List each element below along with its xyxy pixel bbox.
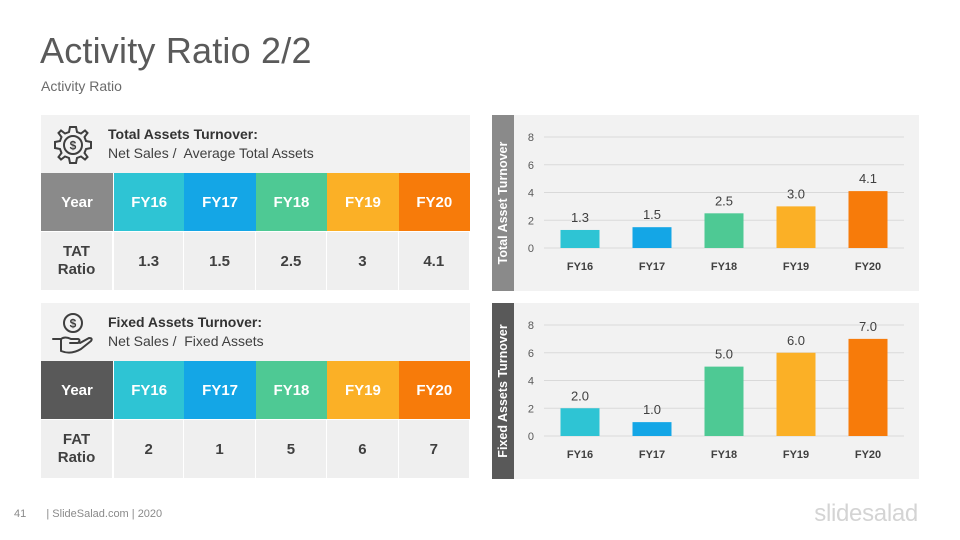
bar-fy19 (776, 352, 816, 436)
brand-logo: slidesalad (814, 500, 918, 527)
y-tick-label: 4 (528, 188, 534, 200)
bar-fy20 (848, 191, 888, 248)
fat-formula: Net Sales / Fixed Assets (108, 333, 264, 349)
bar-fy18 (704, 366, 744, 436)
tat-value-row: TAT Ratio 1.3 1.5 2.5 3 4.1 (41, 231, 470, 290)
x-tick-label: FY16 (567, 261, 593, 273)
fat-year-fy19: FY19 (327, 361, 399, 419)
data-label: 4.1 (859, 171, 877, 186)
bar-fy17 (632, 422, 672, 436)
x-tick-label: FY20 (855, 261, 881, 273)
data-label: 2.0 (571, 388, 589, 403)
fat-heading: Fixed Assets Turnover: (108, 314, 263, 330)
data-label: 1.5 (643, 207, 661, 222)
x-tick-label: FY18 (711, 261, 737, 273)
tat-chart-ylabel: Total Asset Turnover (496, 141, 510, 265)
bar-fy16 (560, 229, 600, 248)
fat-bar-chart: 0 2 4 6 8 2.0 FY16 1.0 FY17 5.0 FY18 6.0 FY19 7.0 FY20 (528, 319, 904, 461)
tat-year-fy16: FY16 (113, 173, 185, 231)
tat-chart-panel: Total Asset Turnover 0 2 4 6 8 1.3 FY16 1.5 FY17… (492, 115, 919, 291)
tat-year-fy18: FY18 (255, 173, 328, 231)
x-tick-label: FY19 (783, 261, 809, 273)
x-tick-label: FY17 (639, 261, 665, 273)
bar-fy16 (560, 408, 600, 436)
fat-value-fy16: 2 (113, 420, 185, 478)
data-label: 7.0 (859, 319, 877, 334)
bar-fy17 (632, 227, 672, 248)
slide-subtitle: Activity Ratio (41, 78, 122, 94)
tat-value-fy20: 4.1 (398, 232, 470, 290)
fat-year-header: Year (41, 361, 113, 419)
fat-value-fy18: 5 (255, 420, 328, 478)
y-tick-label: 8 (528, 320, 534, 332)
fat-chart-axis-bar: Fixed Assets Turnover (492, 303, 514, 479)
fat-value-fy17: 1 (184, 420, 256, 478)
y-tick-label: 2 (528, 215, 534, 227)
fat-value-fy19: 6 (327, 420, 399, 478)
hand-dollar-icon: $ (52, 313, 93, 354)
tat-value-fy19: 3 (327, 232, 399, 290)
fat-value-row: FAT Ratio 2 1 5 6 7 (41, 419, 470, 478)
tat-chart-axis-bar: Total Asset Turnover (492, 115, 514, 291)
data-label: 1.0 (643, 402, 661, 417)
x-tick-label: FY17 (639, 449, 665, 461)
tat-value-fy18: 2.5 (255, 232, 328, 290)
y-tick-label: 0 (528, 431, 534, 443)
svg-text:$: $ (70, 139, 77, 153)
fat-year-fy16: FY16 (113, 361, 185, 419)
data-label: 3.0 (787, 186, 805, 201)
slide-title: Activity Ratio 2/2 (40, 30, 312, 71)
bar-fy20 (848, 338, 888, 436)
fat-year-fy20: FY20 (398, 361, 470, 419)
fat-row-label: FAT Ratio (41, 420, 113, 478)
footer-text: | SlideSalad.com | 2020 (46, 508, 163, 520)
fat-header-row: Year FY16 FY17 FY18 FY19 FY20 (41, 361, 470, 419)
y-tick-label: 6 (528, 160, 534, 172)
data-label: 5.0 (715, 347, 733, 362)
bar-fy18 (704, 213, 744, 248)
fat-year-fy17: FY17 (184, 361, 256, 419)
gear-dollar-icon: $ (54, 126, 92, 164)
fat-heading-panel: $ Fixed Assets Turnover: Net Sales / Fix… (41, 303, 470, 361)
tat-value-fy17: 1.5 (184, 232, 256, 290)
tat-year-fy19: FY19 (327, 173, 399, 231)
footer: 41 | SlideSalad.com | 2020 (14, 508, 162, 520)
fat-chart-ylabel: Fixed Assets Turnover (496, 324, 510, 458)
y-tick-label: 6 (528, 348, 534, 360)
y-tick-label: 0 (528, 243, 534, 255)
tat-year-fy17: FY17 (184, 173, 256, 231)
tat-heading: Total Assets Turnover: (108, 126, 258, 142)
data-label: 2.5 (715, 193, 733, 208)
tat-year-fy20: FY20 (398, 173, 470, 231)
x-tick-label: FY18 (711, 449, 737, 461)
page-number: 41 (14, 508, 27, 520)
fat-table: Year FY16 FY17 FY18 FY19 FY20 FAT Ratio … (41, 361, 470, 478)
x-tick-label: FY20 (855, 449, 881, 461)
tat-table: Year FY16 FY17 FY18 FY19 FY20 TAT Ratio … (41, 173, 470, 290)
x-tick-label: FY19 (783, 449, 809, 461)
svg-text:$: $ (70, 317, 77, 331)
fat-chart-panel: Fixed Assets Turnover 0 2 4 6 8 2.0 FY16 1.0 FY1… (492, 303, 919, 479)
y-tick-label: 2 (528, 403, 534, 415)
tat-formula: Net Sales / Average Total Assets (108, 145, 314, 161)
data-label: 6.0 (787, 333, 805, 348)
fat-year-fy18: FY18 (255, 361, 328, 419)
tat-bar-chart: 0 2 4 6 8 1.3 FY16 1.5 FY17 2.5 FY18 3.0 FY19 4.1 FY20 (528, 132, 904, 273)
tat-row-label: TAT Ratio (41, 232, 113, 290)
data-label: 1.3 (571, 210, 589, 225)
tat-year-header: Year (41, 173, 113, 231)
y-tick-label: 8 (528, 132, 534, 144)
tat-value-fy16: 1.3 (113, 232, 185, 290)
tat-header-row: Year FY16 FY17 FY18 FY19 FY20 (41, 173, 470, 231)
y-tick-label: 4 (528, 376, 534, 388)
bar-fy19 (776, 206, 816, 248)
tat-heading-panel: $ Total Assets Turnover: Net Sales / Ave… (41, 115, 470, 173)
fat-value-fy20: 7 (398, 420, 470, 478)
x-tick-label: FY16 (567, 449, 593, 461)
